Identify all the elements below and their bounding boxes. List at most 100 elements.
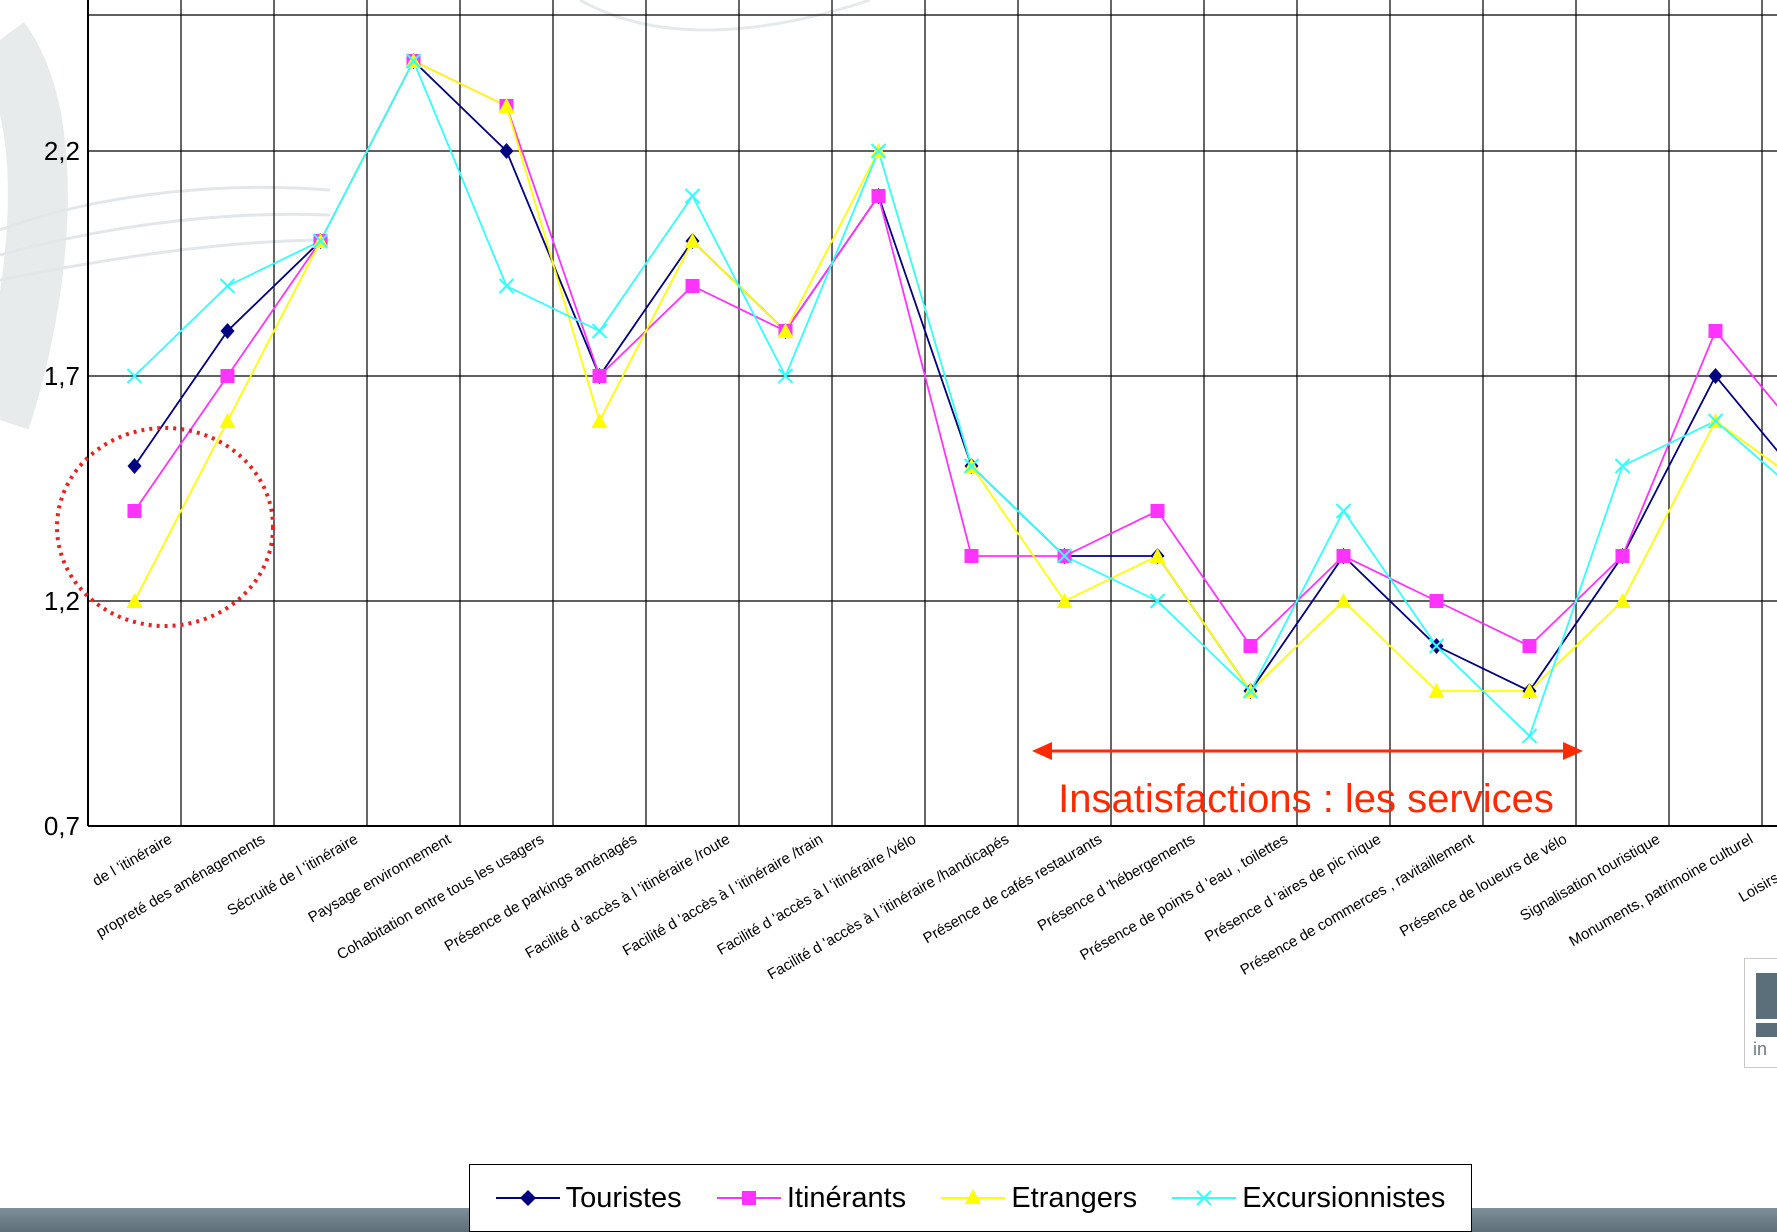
data-point-marker — [1521, 683, 1538, 698]
marker-stroke — [312, 233, 329, 249]
annotation-text: Insatisfactions : les services — [1058, 777, 1554, 821]
data-point-marker — [964, 549, 979, 563]
data-point-marker — [1708, 368, 1723, 384]
logo-shape — [1756, 1023, 1777, 1037]
marker-stroke — [1056, 548, 1073, 564]
data-point-marker — [127, 458, 142, 474]
data-point-marker — [777, 368, 794, 384]
chart-gridlines — [87, 0, 1777, 827]
data-point-marker — [405, 53, 422, 69]
marker-stroke — [591, 323, 608, 339]
series-line — [133, 58, 1777, 738]
data-point-marker — [870, 143, 887, 159]
data-point-marker — [220, 323, 235, 339]
data-point-marker — [1615, 549, 1630, 563]
data-point-marker — [1056, 548, 1073, 564]
data-point-marker — [498, 98, 515, 113]
legend-label: Etrangers — [1011, 1181, 1138, 1214]
data-point-marker — [499, 143, 514, 159]
marker-stroke — [1521, 728, 1538, 744]
marker-stroke — [1149, 593, 1166, 609]
legend-swatch-x — [1172, 1190, 1237, 1206]
data-point-marker — [1428, 683, 1445, 698]
data-point-marker — [1429, 594, 1444, 608]
data-point-marker — [1614, 593, 1631, 608]
data-point-marker — [127, 504, 142, 518]
logo-text: in — [1753, 1039, 1768, 1059]
chart-markers — [126, 53, 1724, 744]
marker-stroke — [684, 188, 701, 204]
data-point-marker — [591, 323, 608, 339]
data-point-marker — [220, 369, 235, 383]
x-tick-label: Présence de loueurs de vélo — [1397, 831, 1570, 941]
data-point-marker — [1056, 593, 1073, 608]
marker-stroke — [405, 53, 422, 69]
marker-stroke — [498, 278, 515, 294]
marker-stroke — [1335, 503, 1352, 519]
marker-stroke — [1614, 458, 1631, 474]
legend-item-excursionnistes: Excursionnistes — [1172, 1182, 1445, 1215]
logo-fragment: in — [1744, 958, 1777, 1068]
data-point-marker — [126, 368, 143, 384]
data-point-marker — [1150, 504, 1165, 518]
data-point-marker — [1521, 728, 1538, 744]
marker-stroke — [1242, 683, 1259, 699]
data-point-marker — [1428, 638, 1445, 654]
legend-swatch-diamond — [495, 1190, 560, 1206]
x-tick-label: Présence de cafés restaurants — [920, 831, 1105, 947]
x-tick-label: propreté des aménagements — [93, 831, 268, 942]
data-point-marker — [1149, 548, 1166, 563]
legend-item-itinerants: Itinérants — [716, 1181, 907, 1215]
x-tick-label: de l 'itinéraire — [90, 831, 175, 890]
y-tick-label: 1,2 — [44, 586, 80, 616]
data-point-marker — [1335, 503, 1352, 519]
data-point-marker — [591, 413, 608, 428]
data-point-marker — [685, 279, 700, 293]
series-line — [133, 59, 1777, 648]
data-point-marker — [1707, 413, 1724, 429]
highlight-circle — [55, 426, 275, 628]
logo-shape — [1756, 973, 1777, 1019]
data-point-marker — [1522, 639, 1537, 653]
marker-stroke — [219, 278, 236, 294]
marker-stroke — [1428, 638, 1445, 654]
y-axis-ticks: 0,7 1,2 1,7 2,2 — [44, 136, 80, 841]
x-tick-label: Présence d 'aires de pic nique — [1202, 831, 1384, 946]
marker-stroke — [870, 143, 887, 159]
data-point-marker — [777, 323, 794, 338]
y-tick-label: 0,7 — [44, 811, 80, 841]
legend-swatch-square — [716, 1191, 781, 1205]
data-point-marker — [1336, 549, 1351, 563]
data-point-marker — [684, 233, 701, 248]
marker-stroke — [1707, 413, 1724, 429]
y-tick-label: 1,7 — [44, 361, 80, 391]
plot-border — [87, 0, 1777, 827]
chart-series — [133, 58, 1777, 738]
data-point-marker — [312, 233, 329, 249]
marker-stroke — [777, 368, 794, 384]
data-point-marker — [1614, 458, 1631, 474]
data-point-marker — [1149, 593, 1166, 609]
data-point-marker — [592, 369, 607, 383]
legend-label: Itinérants — [786, 1181, 907, 1214]
y-tick-label: 2,2 — [44, 136, 80, 166]
annotation-arrow — [1032, 742, 1583, 760]
data-point-marker — [219, 278, 236, 294]
marker-stroke — [963, 458, 980, 474]
data-point-marker — [1243, 639, 1258, 653]
chart-legend: Touristes Itinérants Etrangers Excursion… — [469, 1164, 1472, 1232]
data-point-marker — [498, 278, 515, 294]
data-point-marker — [684, 188, 701, 204]
data-point-marker — [1708, 324, 1723, 338]
x-tick-label: Monuments, patrimoine culturel — [1566, 831, 1756, 950]
data-point-marker — [1242, 683, 1259, 699]
legend-swatch-triangle — [941, 1189, 1006, 1204]
data-point-marker — [219, 413, 236, 428]
data-point-marker — [963, 458, 980, 474]
data-point-marker — [1335, 593, 1352, 608]
marker-stroke — [126, 368, 143, 384]
legend-label: Excursionnistes — [1242, 1181, 1446, 1214]
x-tick-label: Présence d 'hébergements — [1035, 831, 1198, 935]
